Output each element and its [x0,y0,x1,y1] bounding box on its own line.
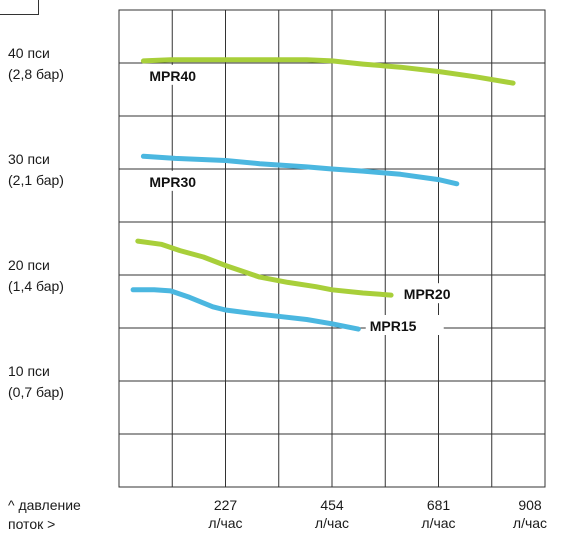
x-axis-tick-value: 454 [320,497,344,513]
y-axis-label-bar: (2,1 бар) [8,172,64,188]
series-label-bg-mpr20 [399,283,478,304]
series-label-mpr20: MPR20 [404,286,451,302]
chart-series-lines [130,57,516,332]
x-axis-tick-unit: л/час [314,515,350,531]
series-line-mpr40 [140,57,516,86]
y-axis-label-pressure: 20 пси [8,257,50,273]
series-label-mpr15: MPR15 [370,318,417,334]
x-axis-tick-label: 454 л/час [302,496,362,532]
x-axis-tick-unit: л/час [208,515,243,531]
x-axis-tick-unit: л/час [421,515,456,531]
x-axis-tick-value: 908 [518,497,542,513]
series-label-bg-mpr15 [365,315,444,335]
series-label-mpr40: MPR40 [149,68,196,84]
series-line-mpr15 [130,287,361,332]
y-axis-label: 30 пси (2,1 бар) [8,149,64,191]
series-label-bg-mpr40 [145,64,218,85]
y-axis-label-pressure: 30 пси [8,151,50,167]
x-axis-title: поток > [8,516,56,532]
corner-box [0,0,39,15]
y-axis-label-pressure: 10 пси [8,363,50,379]
x-axis-tick-label: 908 л/час [500,496,560,532]
y-axis-title: ^ давление [8,497,81,513]
y-axis-label: 10 пси (0,7 бар) [8,361,64,403]
series-label-bg-mpr30 [145,170,218,191]
x-axis-tick-value: 681 [426,497,451,513]
chart-series-labels: MPR40 MPR30 MPR20 MPR15 [145,64,478,335]
series-line-mpr20 [135,238,394,298]
series-line-mpr30 [140,153,460,187]
y-axis-label: 40 пси (2,8 бар) [8,43,64,85]
y-axis-label-bar: (0,7 бар) [8,384,64,400]
series-label-mpr30: MPR30 [149,174,196,190]
y-axis-label-pressure: 40 пси [8,45,50,61]
y-axis-label-bar: (1,4 бар) [8,278,64,294]
y-axis-label: 20 пси (1,4 бар) [8,255,64,297]
x-axis-tick-value: 227 [213,497,238,513]
x-axis-tick-label: 227 л/час [196,496,256,532]
y-axis-label-bar: (2,8 бар) [8,66,64,82]
x-axis-tick-unit: л/час [512,515,548,531]
x-axis-tick-label: 681 л/час [409,496,469,532]
